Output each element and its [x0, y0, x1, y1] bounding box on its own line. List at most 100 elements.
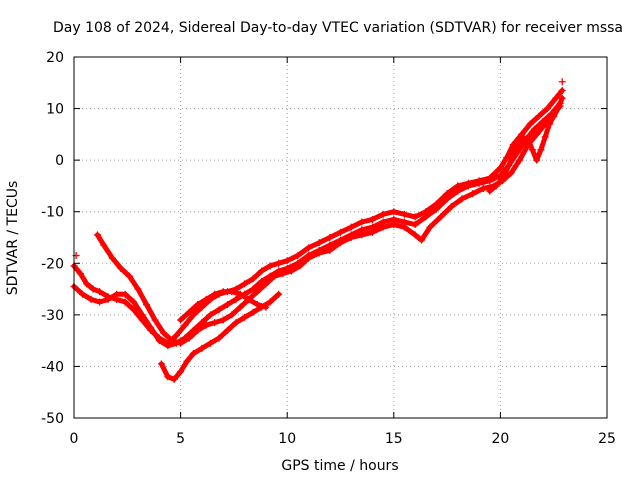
data-point: [83, 280, 91, 288]
data-point: [503, 154, 511, 162]
series-track-3: [93, 102, 564, 347]
data-point: [104, 295, 112, 303]
data-point: [258, 267, 266, 275]
data-point: [177, 339, 185, 347]
data-point: [524, 136, 532, 144]
data-point: [206, 311, 214, 319]
chart-title: Day 108 of 2024, Sidereal Day-to-day VTE…: [53, 20, 623, 36]
data-point: [279, 270, 287, 278]
data-point: [202, 321, 210, 329]
data-point: [458, 195, 466, 203]
data-point: [100, 241, 108, 249]
data-layer: [70, 78, 566, 383]
data-point: [469, 190, 477, 198]
data-point: [496, 164, 504, 172]
data-point: [287, 267, 295, 275]
data-point: [138, 311, 146, 319]
data-point: [443, 195, 451, 203]
data-point: [241, 313, 249, 321]
data-point: [262, 280, 270, 288]
data-point: [206, 339, 214, 347]
data-point: [262, 303, 270, 311]
data-point: [492, 182, 500, 190]
data-point: [554, 105, 562, 113]
data-point: [270, 272, 278, 280]
data-point: [379, 210, 387, 218]
data-point: [437, 213, 445, 221]
data-point: [550, 112, 558, 120]
data-point: [108, 254, 116, 262]
data-point: [87, 295, 95, 303]
data-point: [266, 262, 274, 270]
data-point: [411, 221, 419, 229]
x-axis-label: GPS time / hours: [281, 458, 398, 474]
y-tick-label: -30: [41, 308, 64, 324]
data-point: [241, 280, 249, 288]
data-point: [236, 303, 244, 311]
data-point: [194, 301, 202, 309]
data-point: [486, 177, 494, 185]
series-track-7: [72, 78, 566, 260]
series-trace: [158, 291, 282, 382]
data-point: [249, 285, 257, 293]
data-point: [418, 236, 426, 244]
series-track-5: [177, 288, 270, 324]
data-point: [253, 288, 261, 296]
data-point: [189, 311, 197, 319]
data-point: [160, 329, 168, 337]
data-point: [211, 319, 219, 327]
data-point: [537, 146, 545, 154]
x-tick-label: 0: [70, 431, 79, 447]
data-point: [400, 210, 408, 218]
data-point: [151, 316, 159, 324]
data-point: [358, 231, 366, 239]
y-tick-label: 10: [46, 102, 64, 118]
data-point: [185, 308, 193, 316]
series-track-1: [70, 87, 566, 347]
y-tick-label: 0: [55, 153, 64, 169]
data-point: [228, 288, 236, 296]
data-point: [130, 298, 138, 306]
data-point: [337, 228, 344, 236]
y-axis-label: SDTVAR / TECUs: [5, 181, 21, 296]
data-point: [189, 350, 197, 358]
data-point: [249, 275, 257, 283]
data-point: [96, 288, 104, 296]
data-point: [142, 301, 150, 309]
data-point: [315, 239, 323, 247]
data-point: [505, 161, 513, 169]
data-point: [507, 169, 515, 177]
data-point: [170, 375, 178, 383]
data-point: [194, 326, 202, 334]
data-point: [249, 308, 257, 316]
data-point: [454, 187, 462, 195]
data-point: [283, 257, 291, 265]
axis-ticks: [73, 56, 608, 419]
x-tick-label: 25: [598, 431, 616, 447]
data-point: [486, 187, 494, 195]
data-point: [296, 262, 304, 270]
y-tick-label: -20: [41, 256, 64, 272]
y-tick-labels: -50 -40 -30 -20 -10 0 10 20: [41, 50, 64, 427]
data-point: [326, 246, 334, 254]
data-point: [552, 94, 560, 102]
data-point: [215, 334, 223, 342]
y-tick-label: -10: [41, 205, 64, 221]
data-point: [531, 125, 539, 133]
data-point: [479, 185, 487, 193]
data-point: [232, 295, 240, 303]
data-point: [183, 357, 191, 365]
x-tick-label: 15: [385, 431, 403, 447]
data-point: [275, 259, 283, 267]
data-point: [368, 228, 376, 236]
data-point: [168, 337, 176, 345]
data-point: [134, 285, 142, 293]
data-point: [253, 301, 261, 309]
data-point: [305, 254, 313, 262]
data-point: [245, 295, 253, 303]
data-point: [215, 306, 223, 314]
data-point: [528, 146, 536, 154]
data-point: [266, 298, 274, 306]
data-point: [202, 295, 210, 303]
